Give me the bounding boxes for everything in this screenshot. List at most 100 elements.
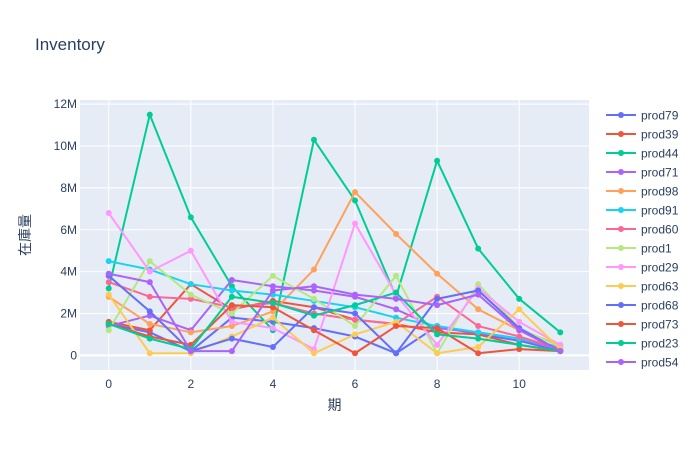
- data-point[interactable]: [352, 220, 359, 227]
- data-point[interactable]: [187, 281, 194, 288]
- data-point[interactable]: [516, 306, 523, 313]
- series-line[interactable]: [107, 212, 561, 351]
- data-point[interactable]: [228, 277, 235, 283]
- series-line[interactable]: [107, 260, 561, 355]
- legend-item-prod60[interactable]: prod60: [606, 223, 679, 237]
- data-point[interactable]: [434, 302, 441, 309]
- legend-item-prod98[interactable]: prod98: [606, 185, 679, 199]
- data-point[interactable]: [434, 157, 441, 164]
- data-point[interactable]: [310, 312, 317, 319]
- data-point[interactable]: [352, 302, 359, 309]
- data-point[interactable]: [146, 320, 153, 327]
- series-line[interactable]: [108, 260, 561, 348]
- data-point[interactable]: [393, 314, 400, 321]
- legend-item-prod39[interactable]: prod39: [606, 128, 679, 142]
- data-point[interactable]: [310, 266, 317, 273]
- data-point[interactable]: [352, 291, 359, 298]
- series-line[interactable]: [107, 294, 561, 355]
- series-line[interactable]: [108, 272, 561, 353]
- data-point[interactable]: [352, 331, 359, 338]
- data-point[interactable]: [393, 289, 400, 296]
- data-point[interactable]: [310, 283, 317, 290]
- data-point[interactable]: [146, 111, 153, 118]
- data-point[interactable]: [310, 350, 317, 357]
- data-point[interactable]: [352, 350, 359, 357]
- legend-item-prod79[interactable]: prod79: [606, 109, 679, 123]
- data-point[interactable]: [228, 348, 235, 355]
- data-point[interactable]: [393, 272, 400, 279]
- data-point[interactable]: [557, 348, 564, 355]
- data-point[interactable]: [187, 329, 194, 336]
- data-point[interactable]: [352, 316, 359, 323]
- data-point[interactable]: [105, 210, 112, 217]
- data-point[interactable]: [269, 272, 276, 279]
- data-point[interactable]: [269, 304, 276, 311]
- legend-item-prod63[interactable]: prod63: [606, 280, 679, 294]
- data-point[interactable]: [352, 197, 359, 204]
- data-point[interactable]: [228, 287, 235, 294]
- data-point[interactable]: [516, 295, 523, 302]
- series-prod54[interactable]: [105, 270, 564, 355]
- data-point[interactable]: [146, 350, 153, 357]
- data-point[interactable]: [269, 300, 276, 307]
- data-point[interactable]: [146, 327, 153, 334]
- data-point[interactable]: [434, 350, 441, 357]
- data-point[interactable]: [146, 335, 153, 342]
- legend-item-prod91[interactable]: prod91: [606, 204, 679, 218]
- legend-item-prod44[interactable]: prod44: [606, 147, 679, 161]
- data-point[interactable]: [146, 308, 153, 315]
- data-point[interactable]: [310, 295, 317, 302]
- data-point[interactable]: [475, 245, 482, 252]
- data-point[interactable]: [228, 310, 235, 317]
- data-point[interactable]: [269, 343, 276, 350]
- data-point[interactable]: [310, 327, 317, 334]
- data-point[interactable]: [475, 281, 482, 288]
- data-point[interactable]: [475, 335, 482, 342]
- data-point[interactable]: [187, 295, 194, 302]
- data-point[interactable]: [228, 335, 235, 342]
- data-point[interactable]: [105, 285, 112, 292]
- data-point[interactable]: [105, 320, 112, 327]
- data-point[interactable]: [557, 329, 564, 336]
- data-point[interactable]: [228, 293, 235, 300]
- data-point[interactable]: [475, 323, 482, 330]
- data-point[interactable]: [475, 291, 482, 298]
- data-point[interactable]: [393, 323, 400, 330]
- data-point[interactable]: [228, 323, 235, 330]
- series-line[interactable]: [108, 281, 561, 351]
- data-point[interactable]: [105, 270, 112, 277]
- data-point[interactable]: [516, 318, 523, 325]
- data-point[interactable]: [105, 258, 112, 265]
- data-point[interactable]: [228, 318, 235, 325]
- data-point[interactable]: [146, 268, 153, 275]
- data-point[interactable]: [310, 346, 317, 353]
- legend[interactable]: prod79 prod39 prod44 prod71 prod98 prod91 prod…: [606, 109, 679, 370]
- data-point[interactable]: [187, 214, 194, 221]
- data-point[interactable]: [187, 291, 194, 298]
- data-point[interactable]: [146, 293, 153, 300]
- data-point[interactable]: [434, 331, 441, 338]
- data-point[interactable]: [310, 136, 317, 143]
- legend-item-prod29[interactable]: prod29: [606, 261, 679, 275]
- data-point[interactable]: [352, 323, 359, 330]
- data-point[interactable]: [516, 346, 523, 353]
- legend-item-prod71[interactable]: prod71: [606, 166, 679, 180]
- data-point[interactable]: [269, 287, 276, 294]
- data-point[interactable]: [393, 306, 400, 313]
- data-point[interactable]: [475, 343, 482, 350]
- data-point[interactable]: [516, 327, 523, 334]
- data-point[interactable]: [393, 350, 400, 357]
- series-line[interactable]: [108, 291, 561, 353]
- data-point[interactable]: [393, 230, 400, 237]
- data-point[interactable]: [105, 327, 112, 334]
- legend-item-prod54[interactable]: prod54: [606, 356, 679, 370]
- data-point[interactable]: [393, 295, 400, 302]
- data-point[interactable]: [105, 291, 112, 298]
- data-point[interactable]: [516, 333, 523, 340]
- data-point[interactable]: [434, 341, 441, 348]
- data-point[interactable]: [105, 279, 112, 286]
- data-point[interactable]: [269, 283, 276, 290]
- data-point[interactable]: [434, 270, 441, 277]
- data-point[interactable]: [352, 189, 359, 196]
- data-point[interactable]: [187, 348, 194, 355]
